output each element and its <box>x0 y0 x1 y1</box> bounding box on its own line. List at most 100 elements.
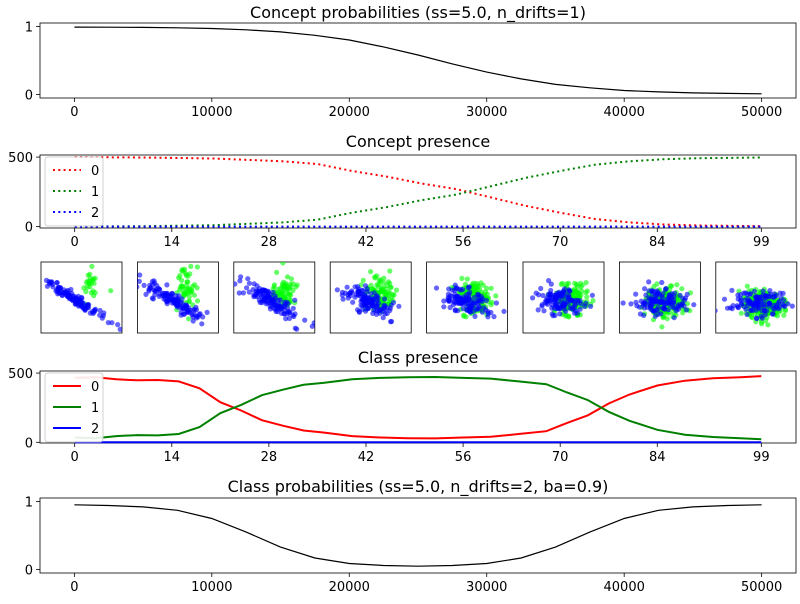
scatter-point <box>294 326 300 332</box>
scatter-point <box>738 310 744 316</box>
scatter-point <box>754 315 760 322</box>
scatter-point <box>751 288 758 294</box>
scatter-point <box>292 297 298 303</box>
scatter-point <box>456 286 462 292</box>
scatter-point <box>197 311 203 317</box>
scatter-point <box>334 287 340 293</box>
scatter-point <box>61 291 68 297</box>
scatter-point <box>376 300 382 306</box>
scatter-point <box>770 305 776 311</box>
scatter-point <box>149 295 155 301</box>
scatter-point <box>579 288 585 294</box>
legend-label: 0 <box>91 164 99 179</box>
scatter-points <box>715 283 795 328</box>
scatter-point <box>374 282 380 288</box>
scatter-point <box>441 298 447 304</box>
scatter-panel-2 <box>233 261 316 334</box>
scatter-point <box>347 290 353 296</box>
scatter-point <box>290 305 296 311</box>
scatter-point <box>759 321 765 327</box>
scatter-point <box>272 295 278 301</box>
scatter-point <box>137 284 140 290</box>
scatter-point <box>484 291 490 297</box>
scatter-point <box>659 324 665 330</box>
scatter-point <box>194 298 201 304</box>
axes-frame <box>39 497 797 574</box>
scatter-point <box>342 290 348 296</box>
scatter-point <box>557 311 563 317</box>
scatter-point <box>350 299 356 305</box>
scatter-point <box>475 282 481 288</box>
scatter-point <box>89 263 95 269</box>
scatter-point <box>87 284 93 290</box>
scatter-point <box>385 279 392 285</box>
scatter-point <box>240 290 246 296</box>
scatter-point <box>561 306 567 312</box>
x-tick-label: 42 <box>358 235 375 250</box>
x-tick-label: 0 <box>70 105 78 120</box>
scatter-point <box>778 295 784 301</box>
scatter-point <box>55 291 61 297</box>
scatter-point <box>179 300 185 306</box>
scatter-point <box>533 290 539 296</box>
scatter-point <box>628 301 634 307</box>
scatter-point <box>748 307 754 313</box>
scatter-point <box>199 321 205 327</box>
scatter-point <box>721 296 728 302</box>
y-tick-label: 1 <box>25 495 33 510</box>
scatter-point <box>574 288 580 294</box>
scatter-panel-0 <box>36 261 143 345</box>
scatter-point <box>302 317 308 323</box>
scatter-point <box>566 301 572 307</box>
scatter-point <box>74 295 80 301</box>
scatter-point <box>548 298 554 304</box>
chart-title: Class presence <box>358 348 478 367</box>
scatter-point <box>664 316 670 322</box>
x-tick-label: 99 <box>753 450 770 465</box>
scatter-point <box>744 291 751 297</box>
scatter-point <box>660 290 666 297</box>
scatter-point <box>589 292 596 298</box>
x-tick-label: 14 <box>164 450 181 465</box>
scatter-point <box>254 283 260 289</box>
scatter-point <box>90 276 96 282</box>
scatter-point <box>36 271 41 276</box>
scatter-point <box>669 304 676 310</box>
scatter-point <box>236 290 242 296</box>
chart-title: Concept probabilities (ss=5.0, n_drifts=… <box>250 3 586 23</box>
scatter-point <box>665 307 671 313</box>
scatter-point <box>187 271 193 277</box>
scatter-point <box>566 314 572 320</box>
scatter-point <box>364 286 370 292</box>
scatter-point <box>671 298 677 304</box>
x-tick-label: 70 <box>552 450 569 465</box>
scatter-point <box>755 305 761 311</box>
scatter-point <box>138 340 143 345</box>
scatter-point <box>388 284 394 290</box>
scatter-point <box>668 294 674 300</box>
scatter-point <box>187 310 193 316</box>
scatter-point <box>381 275 387 281</box>
x-tick-label: 28 <box>261 235 278 250</box>
scatter-point <box>682 297 688 303</box>
scatter-point <box>246 289 252 295</box>
scatter-point <box>540 292 546 299</box>
scatter-point <box>748 314 755 320</box>
scatter-point <box>281 311 287 317</box>
scatter-point <box>659 295 666 301</box>
scatter-point <box>192 307 198 313</box>
scatter-panel-1 <box>136 261 219 334</box>
scatter-point <box>620 300 626 306</box>
scatter-point <box>535 307 541 313</box>
scatter-point <box>765 322 771 328</box>
scatter-point <box>767 294 773 300</box>
scatter-point <box>68 286 74 293</box>
scatter-point <box>760 288 766 294</box>
chart-title: Concept presence <box>346 132 490 151</box>
scatter-point <box>368 291 374 297</box>
scatter-point <box>284 274 291 280</box>
scatter-point <box>265 294 271 300</box>
scatter-point <box>651 308 657 314</box>
x-tick-label: 0 <box>71 235 79 250</box>
scatter-point <box>638 298 644 304</box>
